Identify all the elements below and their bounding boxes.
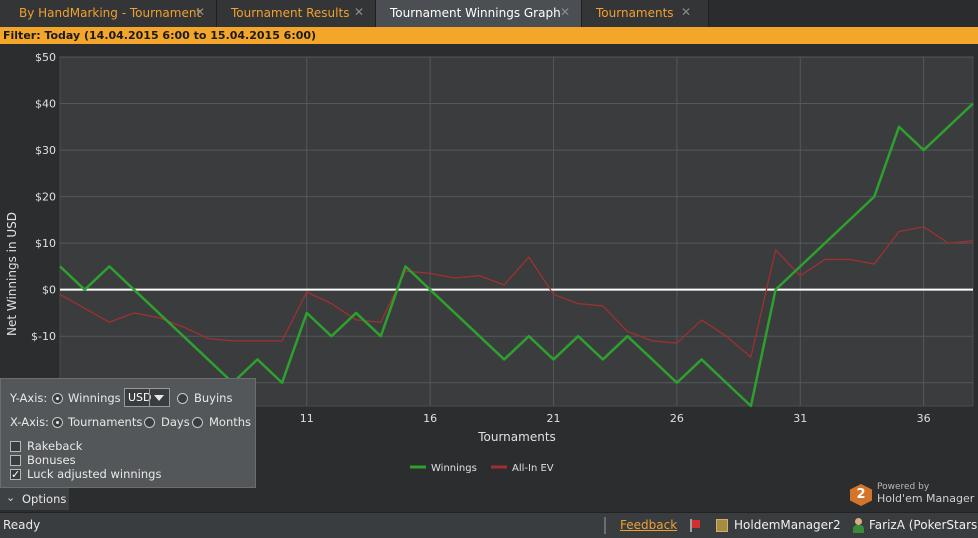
chevron-down-icon: ⌄ xyxy=(6,491,16,504)
series-group xyxy=(59,102,974,408)
winnings-radio[interactable] xyxy=(52,393,63,404)
rakeback-checkbox[interactable] xyxy=(10,441,21,452)
x-tick-labels: 11 16 21 26 31 36 xyxy=(300,412,931,425)
tab-bar: By HandMarking - Tournament ✕ Tournament… xyxy=(0,0,978,28)
rakeback-label: Rakeback xyxy=(27,439,83,453)
database-icon xyxy=(716,519,728,532)
bonuses-checkbox[interactable] xyxy=(10,455,21,466)
x-axis-label: X-Axis: xyxy=(10,415,49,429)
user-icon xyxy=(852,518,865,533)
tab-label: Tournament Winnings Graph xyxy=(390,6,561,20)
status-ready: Ready xyxy=(3,518,41,532)
x-tick-label: 31 xyxy=(793,412,807,425)
options-bar: ⌄ Options xyxy=(0,488,978,510)
tab-tournament-results[interactable]: Tournament Results ✕ xyxy=(217,0,376,27)
legend-label-all-in-ev: All-In EV xyxy=(512,463,554,474)
months-label: Months xyxy=(209,415,252,429)
x-tick-label: 11 xyxy=(300,412,314,425)
status-separator xyxy=(604,517,606,534)
status-bar: Ready Feedback HoldemManager2 FarizA (Po… xyxy=(0,512,978,538)
currency-select[interactable]: USD xyxy=(124,388,170,407)
legend: Winnings All-In EV xyxy=(410,463,554,474)
database-name[interactable]: HoldemManager2 xyxy=(734,518,841,532)
tournaments-radio[interactable] xyxy=(52,417,63,428)
tab-by-handmarking[interactable]: By HandMarking - Tournament ✕ xyxy=(0,0,217,27)
close-icon[interactable]: ✕ xyxy=(681,5,692,19)
options-panel: Y-Axis: Winnings USD Buyins X-Axis: Tour… xyxy=(0,378,256,488)
y-axis-label: Net Winnings in USD xyxy=(5,212,19,336)
months-radio[interactable] xyxy=(192,417,203,428)
tournaments-label: Tournaments xyxy=(68,415,143,429)
tab-tournament-winnings-graph[interactable]: Tournament Winnings Graph ✕ xyxy=(376,0,582,27)
y-tick-label: $10 xyxy=(35,237,56,250)
x-tick-label: 26 xyxy=(670,412,684,425)
chevron-down-icon[interactable] xyxy=(149,389,169,406)
close-icon[interactable]: ✕ xyxy=(354,5,365,19)
days-radio[interactable] xyxy=(144,417,155,428)
y-tick-label: $0 xyxy=(42,284,56,297)
y-tick-label: $40 xyxy=(35,98,56,111)
options-button-label: Options xyxy=(22,492,67,506)
feedback-link[interactable]: Feedback xyxy=(620,518,678,532)
luck-adjusted-checkbox[interactable]: ✓ xyxy=(10,468,21,481)
powered-by-text: Powered by xyxy=(877,482,930,492)
winnings-label: Winnings xyxy=(68,391,121,405)
options-button[interactable]: ⌄ Options xyxy=(0,488,69,510)
close-icon[interactable]: ✕ xyxy=(195,5,206,19)
tab-label: Tournaments xyxy=(596,6,674,20)
legend-label-winnings: Winnings xyxy=(431,463,477,474)
luck-adjusted-label: Luck adjusted winnings xyxy=(27,467,162,481)
tab-label: Tournament Results xyxy=(231,6,350,20)
holdem-manager-logo-icon: 2 xyxy=(850,484,872,506)
days-label: Days xyxy=(161,415,190,429)
y-tick-label: $30 xyxy=(35,144,56,157)
close-icon[interactable]: ✕ xyxy=(560,5,571,19)
player-name[interactable]: FarizA (PokerStars) xyxy=(869,518,978,532)
x-tick-label: 36 xyxy=(917,412,931,425)
series-line-winnings xyxy=(59,102,974,408)
filter-bar[interactable]: Filter: Today (14.04.2015 6:00 to 15.04.… xyxy=(0,27,978,44)
bonuses-label: Bonuses xyxy=(27,453,76,467)
x-axis-label: Tournaments xyxy=(477,430,556,444)
flag-icon-cloth xyxy=(692,520,700,528)
buyins-radio[interactable] xyxy=(177,393,188,404)
tab-label: By HandMarking - Tournament xyxy=(19,6,202,20)
powered-by-logo: 2 Powered by Hold'em Manager xyxy=(850,481,978,511)
series-line-all-in-ev xyxy=(59,226,974,358)
powered-by-product: Hold'em Manager xyxy=(877,492,975,505)
x-tick-label: 21 xyxy=(547,412,561,425)
buyins-label: Buyins xyxy=(194,391,233,405)
flag-icon[interactable] xyxy=(690,519,692,532)
y-axis-label: Y-Axis: xyxy=(10,391,48,405)
y-tick-label: $20 xyxy=(35,191,56,204)
y-tick-label: $50 xyxy=(35,51,56,64)
tab-tournaments[interactable]: Tournaments ✕ xyxy=(582,0,709,27)
y-tick-label: $-10 xyxy=(31,330,56,343)
currency-value: USD xyxy=(128,391,152,404)
filter-text: Filter: Today (14.04.2015 6:00 to 15.04.… xyxy=(3,29,317,42)
x-tick-label: 16 xyxy=(423,412,437,425)
